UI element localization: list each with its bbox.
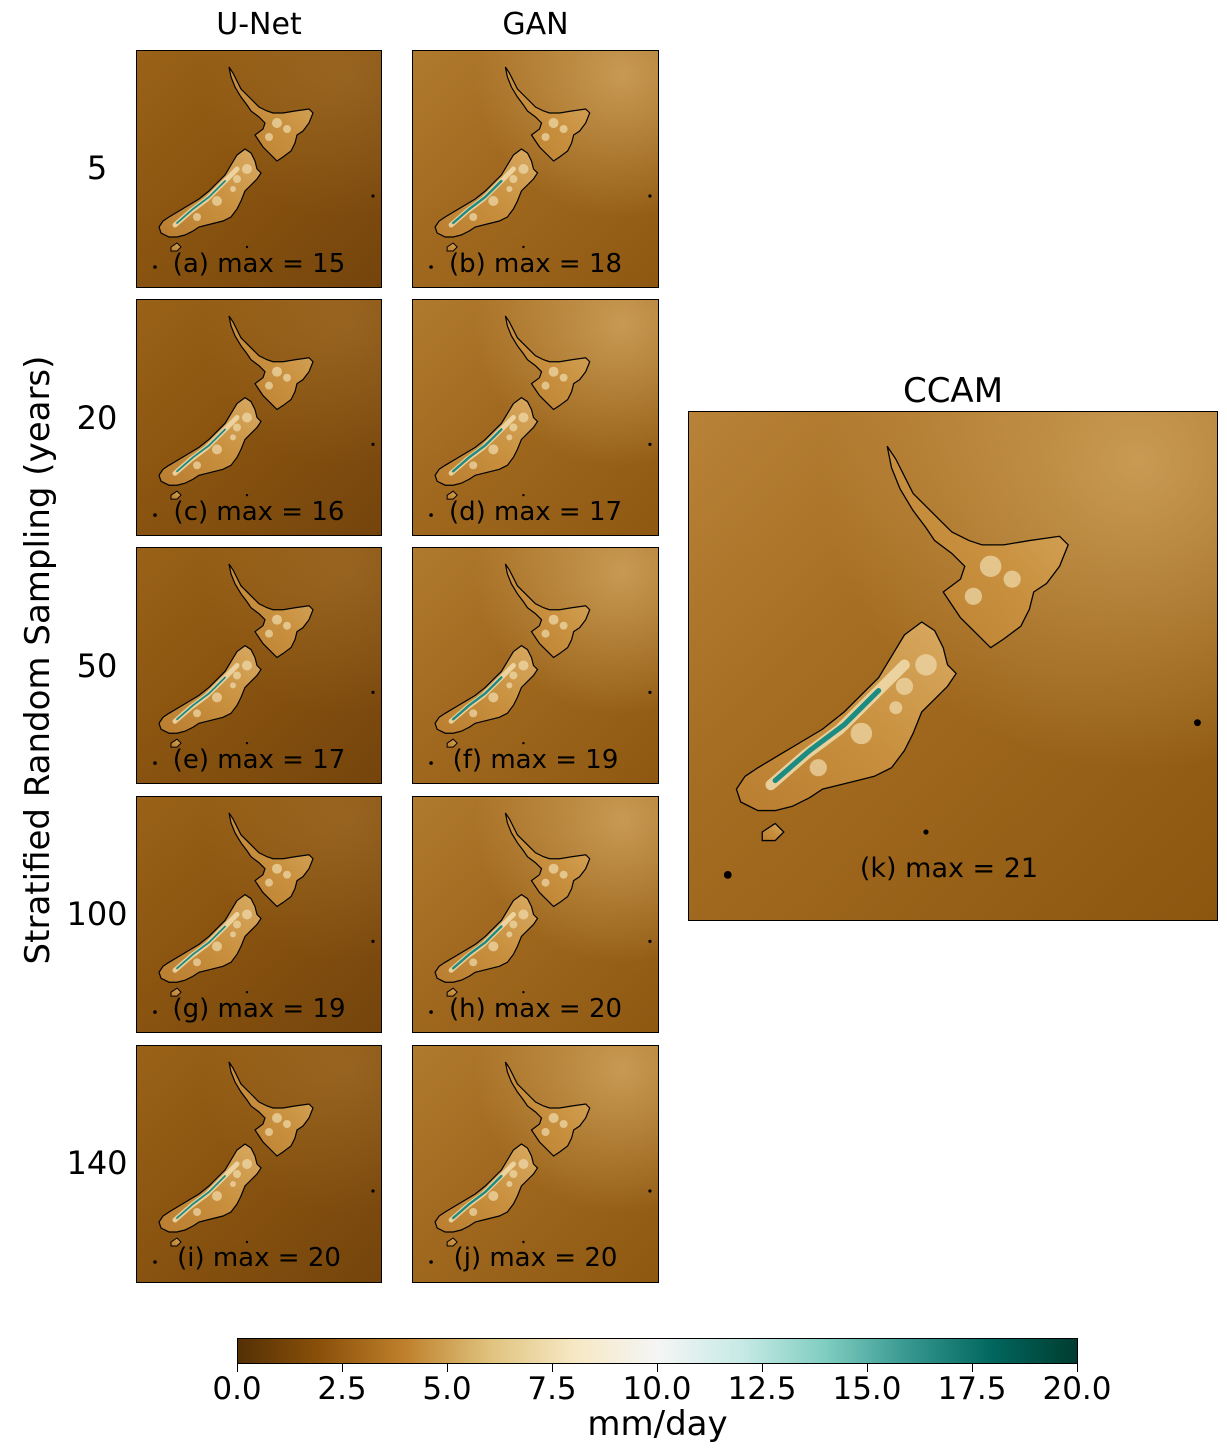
nz-precip-map [137,51,381,287]
colorbar-tick-label: 20.0 [1042,1371,1112,1407]
map-panel-a: (a) max = 15 [136,50,382,288]
unet-column-title: U-Net [216,7,302,42]
nz-precip-map [137,300,381,535]
panel-label-f: (f) max = 19 [452,745,619,775]
map-panel-i: (i) max = 20 [136,1045,382,1283]
colorbar-tick-label: 5.0 [422,1371,472,1407]
row-label-140: 140 [66,1144,128,1182]
row-label-20: 20 [76,399,118,437]
panel-label-k: (k) max = 21 [859,853,1039,884]
gan-column-title: GAN [502,7,569,42]
colorbar-tick [552,1364,553,1372]
colorbar-tick-label: 2.5 [317,1371,367,1407]
row-label-100: 100 [66,895,128,933]
colorbar-tick [972,1364,973,1372]
colorbar-tick-label: 12.5 [727,1371,797,1407]
colorbar-tick [447,1364,448,1372]
nz-precip-map [413,51,658,287]
colorbar-tick [867,1364,868,1372]
nz-precip-map [413,300,658,535]
colorbar-tick [1077,1364,1078,1372]
nz-precip-map [413,797,658,1032]
colorbar-tick-label: 0.0 [212,1371,262,1407]
nz-precip-map [413,548,658,783]
panel-label-e: (e) max = 17 [172,745,346,775]
colorbar-tick-label: 7.5 [527,1371,577,1407]
colorbar-tick-label: 10.0 [622,1371,692,1407]
ccam-title: CCAM [902,371,1004,411]
map-panel-d: (d) max = 17 [412,299,659,536]
map-panel-k: (k) max = 21 [688,411,1218,921]
colorbar-tick-label: 17.5 [937,1371,1007,1407]
row-label-5: 5 [86,149,108,187]
nz-precip-map [137,797,381,1032]
colorbar-tick [342,1364,343,1372]
panel-label-d: (d) max = 17 [448,497,623,527]
colorbar [237,1338,1078,1364]
map-panel-b: (b) max = 18 [412,50,659,288]
map-panel-f: (f) max = 19 [412,547,659,784]
panel-label-h: (h) max = 20 [448,994,623,1024]
colorbar-tick-label: 15.0 [832,1371,902,1407]
nz-precip-map [137,1046,381,1282]
map-panel-h: (h) max = 20 [412,796,659,1033]
panel-label-i: (i) max = 20 [177,1243,341,1273]
nz-precip-map [137,548,381,783]
colorbar-tick [237,1364,238,1372]
colorbar-label: mm/day [587,1404,728,1444]
colorbar-tick [762,1364,763,1372]
map-panel-g: (g) max = 19 [136,796,382,1033]
map-panel-j: (j) max = 20 [412,1045,659,1283]
map-panel-e: (e) max = 17 [136,547,382,784]
panel-label-j: (j) max = 20 [453,1243,618,1273]
colorbar-tick [657,1364,658,1372]
nz-precip-map [689,412,1217,920]
row-label-50: 50 [76,647,118,685]
panel-label-c: (c) max = 16 [173,497,345,527]
panel-label-g: (g) max = 19 [172,994,346,1024]
map-panel-c: (c) max = 16 [136,299,382,536]
panel-label-b: (b) max = 18 [448,249,623,279]
nz-precip-map [413,1046,658,1282]
panel-label-a: (a) max = 15 [172,249,346,279]
